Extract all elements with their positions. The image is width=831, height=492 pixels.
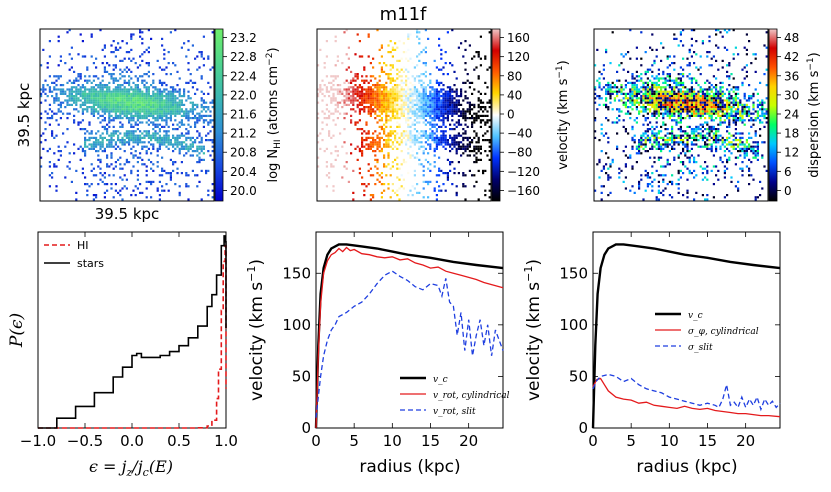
x-tick-label: 1.0: [214, 432, 238, 450]
y-axis-label: velocity (km s−1): [245, 259, 267, 401]
map-hi-dispersion: 48 42 36 30 24 18 12 6 0 dispersion (km s−1): [594, 29, 822, 203]
colorbar-ticks: 160 120 80 40 0 −40 −80 −120 −160: [500, 31, 540, 198]
x-tick-label: −1.0: [20, 432, 56, 450]
y-tick-label: 100: [282, 316, 311, 334]
colorbar-tick-label: −80: [507, 146, 532, 160]
colorbar-tick-label: 120: [507, 50, 530, 64]
x-axis-label: ϵ = jz/jc(E): [89, 457, 173, 479]
y-tick-label: 0: [578, 419, 588, 437]
colorbar-tick-label: 40: [507, 88, 522, 102]
series-line--slit: [593, 374, 780, 409]
y-tick-label: 150: [282, 264, 311, 282]
legend-label: v_rot, slit: [433, 407, 476, 417]
colorbar-ticks: 48 42 36 30 24 18 12 6 0: [777, 31, 799, 198]
series-line-stars: [38, 236, 226, 428]
legend-label: v_c: [433, 375, 448, 385]
x-tick-label: 0.5: [167, 432, 191, 450]
map-hi-velocity: 160 120 80 40 0 −40 −80 −120 −160 velocity (km s…: [317, 29, 571, 203]
x-tick-label: −0.5: [67, 432, 103, 450]
colorbar-label: velocity (km s−1): [555, 60, 571, 169]
colorbar-tick-label: 6: [784, 165, 792, 179]
x-tick-label: 15: [698, 432, 717, 450]
colorbar-tick-label: 22.0: [230, 88, 257, 102]
legend: v_c σ_φ, cylindrical σ_slit: [655, 311, 759, 353]
colorbar-tick-label: −120: [507, 165, 540, 179]
x-tick-label: 10: [660, 432, 679, 450]
legend-label: σ_slit: [688, 343, 713, 353]
x-axis-label: radius (kpc): [359, 457, 460, 477]
colorbar-label: log NHI (atoms cm−2): [265, 47, 283, 182]
y-axis-label: P(ϵ): [7, 313, 27, 348]
colorbar-ticks: 23.2 22.8 22.4 22.0 21.6 21.2 20.8 20.4 20.0: [223, 31, 257, 198]
colorbar-tick-label: 22.8: [230, 50, 257, 64]
colorbar-tick-label: 24: [784, 108, 799, 122]
colorbar-tick-label: 0: [784, 184, 792, 198]
legend-label: stars: [77, 257, 104, 270]
colorbar-tick-label: 18: [784, 127, 799, 141]
colorbar-tick-label: 0: [507, 108, 515, 122]
map-y-label: 39.5 kpc: [15, 83, 33, 148]
x-tick-label: 0: [588, 432, 598, 450]
legend-label: v_c: [688, 311, 703, 321]
colorbar-tick-label: 80: [507, 69, 522, 83]
colorbar-tick-label: 23.2: [230, 31, 257, 45]
x-tick-label: 20: [736, 432, 755, 450]
y-axis-label: velocity (km s−1): [522, 259, 544, 401]
map-hi-column-density: 39.5 kpc 39.5 kpc 23.2 22.8 22.4 22.0 21.6 21…: [15, 29, 283, 223]
figure-title: m11f: [380, 4, 427, 25]
colorbar-tick-label: 22.4: [230, 69, 257, 83]
rotation-curve-panel: 0 5 10 15 20 0 50 100 150 velocity (km s−1) radi…: [245, 232, 510, 477]
colorbar-tick-label: 48: [784, 31, 799, 45]
colorbar: [492, 29, 500, 201]
legend: HI stars: [44, 239, 104, 270]
colorbar-tick-label: 12: [784, 146, 799, 160]
x-tick-label: 5: [349, 432, 359, 450]
x-tick-label: 0.0: [120, 432, 144, 450]
colorbar: [769, 29, 777, 201]
colorbar-tick-label: 30: [784, 88, 799, 102]
colorbar-label: dispersion (km s−1): [806, 52, 822, 177]
colorbar-tick-label: −40: [507, 127, 532, 141]
y-tick-label: 0: [301, 419, 311, 437]
colorbar-tick-label: −160: [507, 184, 540, 198]
legend-label: v_rot, cylindrical: [433, 391, 510, 401]
colorbar-tick-label: 21.6: [230, 108, 257, 122]
y-tick-label: 150: [559, 264, 588, 282]
y-tick-label: 50: [569, 367, 588, 385]
x-tick-label: 10: [383, 432, 402, 450]
colorbar-tick-label: 21.2: [230, 127, 257, 141]
colorbar-tick-label: 20.4: [230, 165, 257, 179]
map-x-label: 39.5 kpc: [95, 205, 160, 223]
x-ticks: −1.0 −0.5 0.0 0.5 1.0: [20, 232, 238, 450]
y-tick-label: 50: [292, 367, 311, 385]
dispersion-profile-panel: 0 5 10 15 20 0 50 100 150 velocity (km s−1) radi…: [522, 232, 780, 477]
x-axis-label: radius (kpc): [636, 457, 737, 477]
legend-label: σ_φ, cylindrical: [688, 327, 759, 337]
y-tick-label: 100: [559, 316, 588, 334]
colorbar-tick-label: 36: [784, 69, 799, 83]
x-tick-label: 20: [459, 432, 478, 450]
colorbar-tick-label: 20.8: [230, 146, 257, 160]
x-tick-label: 0: [311, 432, 321, 450]
colorbar-tick-label: 160: [507, 31, 530, 45]
x-tick-label: 5: [626, 432, 636, 450]
circularity-panel: −1.0 −0.5 0.0 0.5 1.0 P(ϵ) ϵ = jz/jc(E) HI st…: [7, 232, 238, 479]
x-tick-label: 15: [421, 432, 440, 450]
series-line--cylindrical: [593, 379, 780, 417]
colorbar-tick-label: 42: [784, 50, 799, 64]
colorbar-tick-label: 20.0: [230, 184, 257, 198]
legend-label: HI: [77, 239, 89, 252]
legend: v_c v_rot, cylindrical v_rot, slit: [400, 375, 510, 417]
colorbar: [215, 29, 223, 201]
